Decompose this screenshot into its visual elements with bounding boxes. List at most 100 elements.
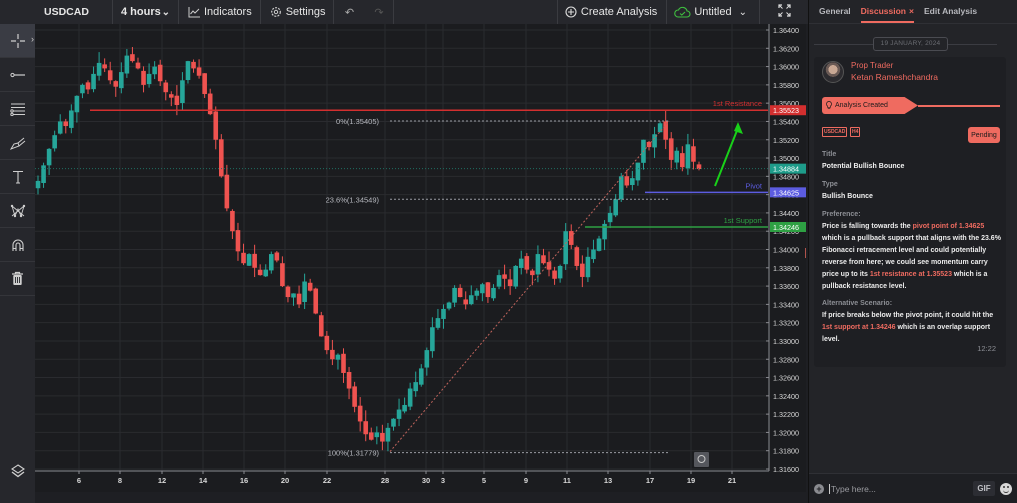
svg-text:9: 9 <box>524 476 528 485</box>
text: which is a pullback support that aligns … <box>822 235 1001 278</box>
resistance-highlight: 1st resistance at 1.35523 <box>869 271 952 278</box>
svg-text:16: 16 <box>240 476 248 485</box>
redo-button[interactable]: ↷ <box>364 0 395 24</box>
alternative-text: If price breaks below the pivot point, i… <box>822 310 1002 346</box>
svg-text:1.35600: 1.35600 <box>773 99 799 108</box>
undo-button[interactable]: ↶ <box>334 0 364 24</box>
create-analysis-button[interactable]: Create Analysis <box>558 0 668 24</box>
svg-text:1st Resistance: 1st Resistance <box>713 99 762 108</box>
create-analysis-label: Create Analysis <box>580 6 658 18</box>
tab-edit-analysis[interactable]: Edit Analysis <box>924 6 977 23</box>
svg-text:1.32800: 1.32800 <box>773 355 799 364</box>
gif-button[interactable]: GIF <box>973 481 995 496</box>
svg-text:28: 28 <box>381 476 389 485</box>
svg-text:1.34400: 1.34400 <box>773 209 799 218</box>
event-label: Analysis Created <box>835 102 888 109</box>
svg-text:1.32600: 1.32600 <box>773 374 799 383</box>
settings-label: Settings <box>285 6 326 18</box>
svg-text:1.35523: 1.35523 <box>773 106 799 115</box>
analysis-created-badge: Analysis Created <box>822 97 918 114</box>
text: Price is falling towards the <box>822 223 913 230</box>
svg-text:1.35800: 1.35800 <box>773 81 799 90</box>
top-toolbar: USDCAD 4 hours ⌄ Indicators Settings ↶ ↷ <box>0 0 808 24</box>
svg-text:1.34000: 1.34000 <box>773 246 799 255</box>
svg-text:1.36200: 1.36200 <box>773 44 799 53</box>
cloud-check-icon <box>673 5 691 19</box>
svg-text:1.31600: 1.31600 <box>773 465 799 474</box>
text: which is an overlap support level. <box>822 324 991 343</box>
symbol-selector[interactable]: USDCAD <box>35 0 113 24</box>
svg-text:13: 13 <box>604 476 612 485</box>
magnet-tool[interactable] <box>0 228 35 262</box>
svg-text:1.34884: 1.34884 <box>773 165 799 174</box>
analysis-panel: General Discussion × Edit Analysis 19 JAN… <box>808 0 1017 503</box>
expand-chevron-icon[interactable]: › <box>31 34 34 44</box>
line-icon <box>9 72 25 77</box>
timeline-line <box>918 105 1000 107</box>
tab-general[interactable]: General <box>819 6 851 23</box>
chevron-down-icon: ⌄ <box>161 6 170 18</box>
crosshair-tool[interactable]: › <box>0 24 35 58</box>
trend-line-tool[interactable] <box>0 58 35 92</box>
brush-tool[interactable] <box>0 126 35 160</box>
crosshair-icon <box>10 33 25 48</box>
analysis-message: Prop Trader Ketan Rameshchandra Analysis… <box>814 57 1006 367</box>
avatar[interactable] <box>822 61 844 83</box>
svg-text:1.34625: 1.34625 <box>773 188 799 197</box>
svg-text:Pivot: Pivot <box>745 181 763 190</box>
indicators-button[interactable]: Indicators <box>179 0 261 24</box>
svg-text:12: 12 <box>158 476 166 485</box>
horizontal-lines-icon <box>9 102 25 116</box>
trash-icon <box>12 271 23 285</box>
author-name[interactable]: Ketan Rameshchandra <box>851 72 938 82</box>
support-highlight: 1st support at 1.34246 <box>822 324 896 331</box>
svg-text:1.31800: 1.31800 <box>773 447 799 456</box>
tab-discussion[interactable]: Discussion × <box>860 6 914 23</box>
attach-icon[interactable]: + <box>814 483 824 494</box>
layout-name: Untitled <box>694 6 732 18</box>
svg-text:1.33800: 1.33800 <box>773 264 799 273</box>
svg-text:3: 3 <box>441 476 445 485</box>
tab-label: Discussion <box>860 6 907 16</box>
svg-text:100%(1.31779): 100%(1.31779) <box>328 449 380 458</box>
text-tool[interactable] <box>0 160 35 194</box>
indicators-icon <box>187 5 201 19</box>
lightbulb-icon <box>826 100 832 111</box>
svg-text:1.33000: 1.33000 <box>773 337 799 346</box>
emoji-icon[interactable] <box>1000 482 1012 495</box>
svg-text:17: 17 <box>646 476 654 485</box>
price-chart[interactable]: 1.36400 1.36200 1.36000 1.35800 1.35600 1.354… <box>35 24 806 492</box>
text: which is a pullback resistance level. <box>822 271 988 290</box>
svg-text:1.33400: 1.33400 <box>773 300 799 309</box>
magnet-icon <box>11 239 24 251</box>
delete-tool[interactable] <box>0 262 35 296</box>
svg-text:1.35000: 1.35000 <box>773 154 799 163</box>
horizontal-lines-tool[interactable] <box>0 92 35 126</box>
layout-selector[interactable]: Untitled ⌄ <box>667 0 760 24</box>
date-separator: 19 JANUARY, 2024 <box>809 35 1017 55</box>
symbol-tag: USDCAD <box>822 127 848 137</box>
message-time: 12:22 <box>977 344 996 353</box>
svg-text:1.34246: 1.34246 <box>773 223 799 232</box>
settings-button[interactable]: Settings <box>261 0 335 24</box>
layers-icon <box>10 464 25 478</box>
interval-label: 4 hours <box>121 6 161 18</box>
layers-button[interactable] <box>0 461 35 481</box>
plus-circle-icon <box>564 5 578 19</box>
text: If price breaks below the pivot point, i… <box>822 312 994 319</box>
candlestick-chart[interactable]: 1.36400 1.36200 1.36000 1.35800 1.35600 1.354… <box>35 24 806 492</box>
fullscreen-button[interactable] <box>760 0 808 24</box>
pattern-tool[interactable] <box>0 194 35 228</box>
message-input[interactable] <box>829 483 973 494</box>
interval-selector[interactable]: 4 hours ⌄ <box>113 0 179 24</box>
status-badge: Pending <box>968 127 1000 143</box>
undo-icon: ↶ <box>344 6 355 19</box>
fullscreen-icon <box>777 4 791 20</box>
close-icon[interactable]: × <box>909 6 914 16</box>
type-value: Bullish Bounce <box>822 193 873 200</box>
text-icon <box>12 170 23 184</box>
svg-text:8: 8 <box>118 476 122 485</box>
panel-tabs: General Discussion × Edit Analysis <box>809 0 1017 24</box>
timeframe-tag: H4 <box>850 127 861 137</box>
svg-text:1st Support: 1st Support <box>724 216 763 225</box>
